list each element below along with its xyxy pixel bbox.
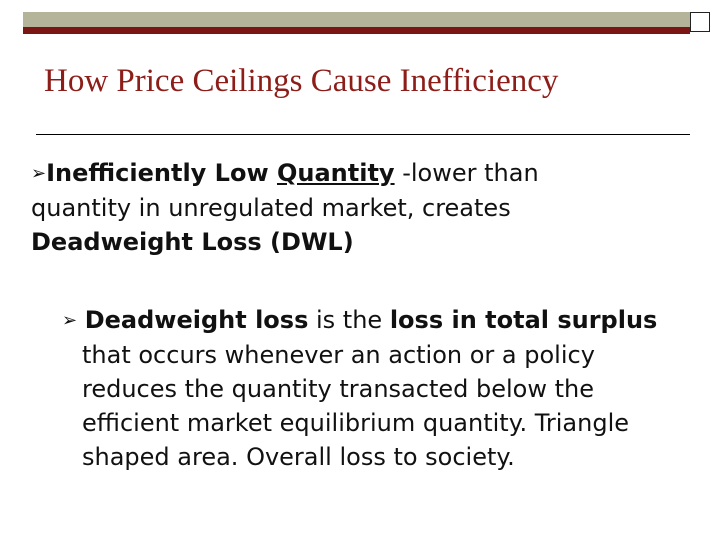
top-decorative-bar <box>23 12 690 34</box>
arrow-bullet-icon: ➢ <box>31 163 47 184</box>
bullet2-text-b: that occurs whenever an action or a poli… <box>82 341 629 471</box>
bullet-inefficiently-low-quantity: ➢Inefficiently Low Quantity -lower than … <box>31 156 631 259</box>
slide-title: How Price Ceilings Cause Inefficiency <box>44 63 559 99</box>
bullet1-body-text: -lower than quantity in unregulated mark… <box>31 159 539 222</box>
corner-decorative-box <box>690 12 710 32</box>
bullet1-bold-heading: Inefficiently Low <box>46 159 277 187</box>
bullet-deadweight-loss-definition: ➢ Deadweight loss is the loss in total s… <box>62 303 672 474</box>
title-divider <box>36 134 690 135</box>
bullet2-bold-term: Deadweight loss <box>84 306 309 334</box>
bullet1-underlined-term: Quantity <box>276 159 395 187</box>
bullet2-bold-phrase: loss in total surplus <box>389 306 658 334</box>
bullet2-text-a: is the <box>308 306 390 334</box>
arrow-bullet-icon: ➢ <box>62 310 78 331</box>
bullet1-bold-dwl: Deadweight Loss (DWL) <box>31 228 354 256</box>
